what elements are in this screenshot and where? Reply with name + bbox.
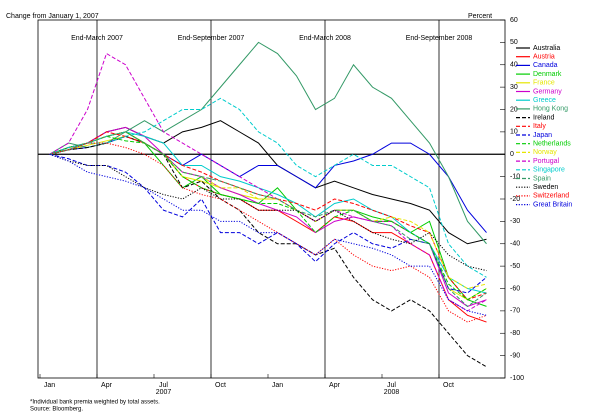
legend-label: Spain bbox=[533, 175, 551, 182]
y-tick-label: 20 bbox=[510, 106, 518, 113]
year-label: 2008 bbox=[384, 389, 400, 396]
series-line bbox=[49, 135, 487, 301]
legend-label: Japan bbox=[533, 132, 552, 139]
y-tick-label: 50 bbox=[510, 39, 518, 46]
legend-label: Netherlands bbox=[533, 141, 571, 148]
y-tick-label: 10 bbox=[510, 129, 518, 136]
y-tick-label: -30 bbox=[510, 218, 520, 225]
y-tick-label: 30 bbox=[510, 84, 518, 91]
x-tick-label: Oct bbox=[443, 382, 454, 389]
footnote: Source: Bloomberg. bbox=[30, 407, 83, 413]
reference-label: End-September 2008 bbox=[406, 35, 473, 42]
series-line bbox=[49, 131, 487, 290]
y-tick-label: 0 bbox=[510, 151, 514, 158]
legend-label: Austria bbox=[533, 54, 555, 61]
y-tick-label: -60 bbox=[510, 285, 520, 292]
legend-label: Australia bbox=[533, 45, 560, 52]
legend-label: Canada bbox=[533, 62, 558, 69]
reference-label: End-March 2008 bbox=[299, 35, 351, 42]
legend-label: Sweden bbox=[533, 184, 558, 191]
x-tick-label: Oct bbox=[215, 382, 226, 389]
legend-label: Norway bbox=[533, 149, 557, 156]
legend-label: Italy bbox=[533, 123, 546, 130]
y-tick-label: -20 bbox=[510, 196, 520, 203]
series-line bbox=[49, 153, 487, 316]
y-tick-label: 40 bbox=[510, 62, 518, 69]
legend-label: Germany bbox=[533, 88, 562, 95]
footnote: *Individual bank premia weighted by tota… bbox=[30, 400, 160, 406]
x-tick-label: Jan bbox=[44, 382, 55, 389]
y-tick-label: -100 bbox=[510, 375, 524, 382]
series-line bbox=[49, 97, 487, 278]
x-tick-label: Jan bbox=[272, 382, 283, 389]
legend-label: Singapore bbox=[533, 167, 565, 174]
legend-label: Hong Kong bbox=[533, 106, 568, 113]
series-line bbox=[49, 142, 487, 323]
legend-label: Great Britain bbox=[533, 201, 572, 208]
series-line bbox=[49, 131, 487, 307]
y-axis-label: Change from January 1, 2007 bbox=[6, 13, 99, 20]
legend-label: Denmark bbox=[533, 71, 562, 78]
series-line bbox=[49, 135, 487, 301]
series-line bbox=[49, 131, 487, 308]
series-line bbox=[49, 135, 487, 368]
series-line bbox=[49, 131, 487, 301]
y-tick-label: 60 bbox=[510, 17, 518, 24]
year-label: 2007 bbox=[156, 389, 172, 396]
y-tick-label: -40 bbox=[510, 241, 520, 248]
y-tick-label: -90 bbox=[510, 352, 520, 359]
x-tick-label: Apr bbox=[329, 382, 341, 389]
x-tick-label: Apr bbox=[101, 382, 113, 389]
x-tick-label: Jul bbox=[387, 382, 396, 389]
y-tick-label: -50 bbox=[510, 263, 520, 270]
x-tick-label: Jul bbox=[159, 382, 168, 389]
series-line bbox=[49, 153, 487, 294]
y-tick-label: -70 bbox=[510, 308, 520, 315]
series-line bbox=[49, 131, 487, 294]
series-line bbox=[49, 153, 487, 272]
legend-label: France bbox=[533, 80, 555, 87]
series-line bbox=[49, 52, 487, 312]
legend-label: Greece bbox=[533, 97, 556, 104]
reference-label: End-September 2007 bbox=[178, 35, 245, 42]
y-tick-label: -10 bbox=[510, 173, 520, 180]
series-line bbox=[49, 135, 487, 233]
legend-label: Switzerland bbox=[533, 193, 569, 200]
y-tick-label: -80 bbox=[510, 330, 520, 337]
legend-label: Portugal bbox=[533, 158, 560, 165]
series-line bbox=[49, 41, 487, 245]
legend-label: Ireland bbox=[533, 114, 555, 121]
y-unit-label: Percent bbox=[468, 13, 492, 20]
reference-label: End-March 2007 bbox=[71, 35, 123, 42]
